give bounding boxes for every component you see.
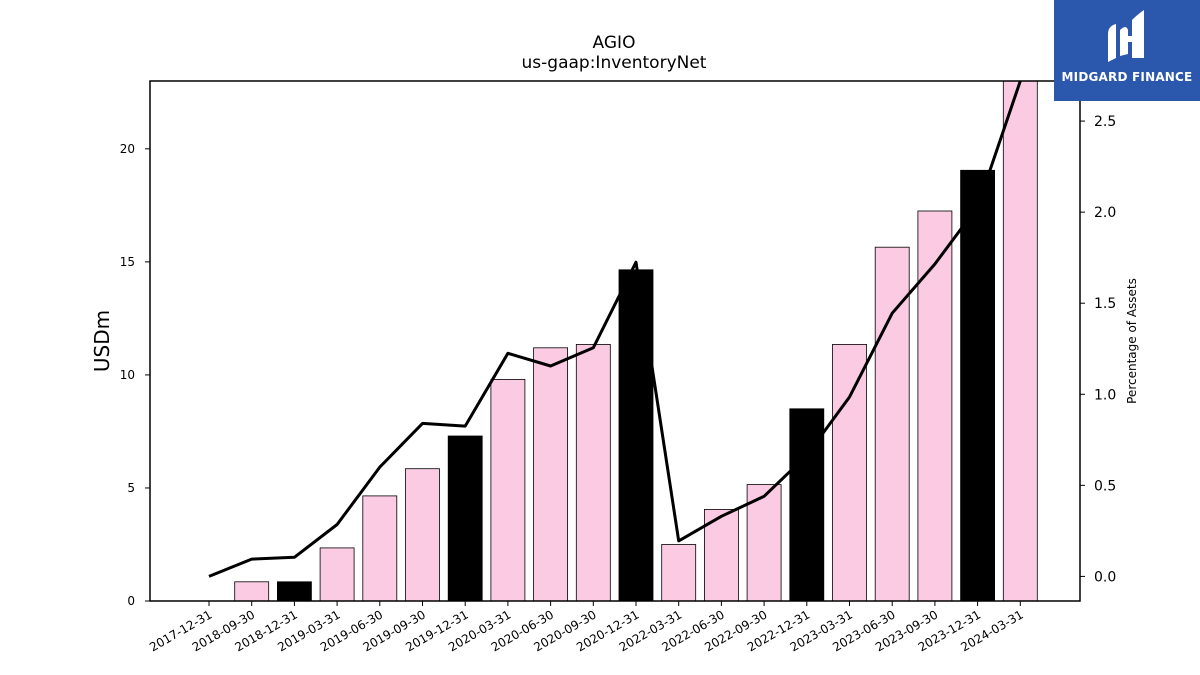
y-axis-label: USDm (90, 310, 114, 372)
bar-2020-06-30 (533, 347, 568, 602)
logo-text: MIDGARD FINANCE (1061, 70, 1193, 84)
bar-2023-12-31 (960, 169, 995, 602)
bar-2023-09-30 (917, 210, 953, 602)
midgard-finance-logo: MIDGARD FINANCE (1054, 0, 1200, 101)
y2-tick-label: 2.5 (1094, 114, 1116, 130)
line-group (208, 80, 1022, 578)
bar-2022-03-31 (661, 544, 697, 602)
chart-title: AGIO (593, 33, 636, 53)
y-tick-label: 15 (120, 255, 135, 269)
bar-2018-12-31 (276, 581, 312, 602)
bar-2020-12-31 (618, 269, 654, 602)
bar-2020-09-30 (575, 343, 611, 602)
bar-2019-09-30 (405, 468, 440, 602)
bar-2019-03-31 (319, 547, 355, 602)
y-tick-label: 5 (127, 481, 135, 495)
bar-group (234, 80, 1038, 602)
y2-tick-label: 2.0 (1094, 205, 1116, 221)
y2-tick-label: 1.0 (1094, 387, 1116, 403)
y-axis-right: 0.0 0.5 1.0 1.5 2.0 2.5 (1080, 114, 1116, 585)
bar-2018-09-30 (234, 581, 270, 602)
bar-2022-09-30 (746, 484, 782, 602)
y2-axis-label: Percentage of Assets (1125, 278, 1139, 404)
bar-2024-03-31 (1002, 80, 1038, 602)
y2-tick-label: 0.5 (1094, 478, 1116, 494)
line-series-percentage (208, 80, 1022, 578)
chart-subtitle: us-gaap:InventoryNet (522, 53, 707, 73)
bar-2023-06-30 (874, 246, 910, 602)
bar-2023-03-31 (832, 343, 867, 602)
bar-2020-03-31 (490, 378, 526, 602)
y2-tick-label: 1.5 (1094, 296, 1116, 312)
bar-2019-06-30 (362, 495, 398, 602)
x-axis: 2017-12-312018-09-302018-12-312019-03-31… (147, 601, 1026, 654)
y-axis-left: 0 5 10 15 20 (120, 142, 150, 608)
y2-tick-label: 0.0 (1094, 569, 1116, 585)
bar-2022-06-30 (704, 508, 739, 602)
bar-2019-12-31 (447, 435, 483, 602)
midgard-logo-icon (1108, 10, 1144, 62)
y-tick-label: 0 (127, 594, 135, 608)
y-tick-label: 10 (120, 368, 135, 382)
y-tick-label: 20 (120, 142, 135, 156)
plot-frame (149, 80, 1081, 602)
